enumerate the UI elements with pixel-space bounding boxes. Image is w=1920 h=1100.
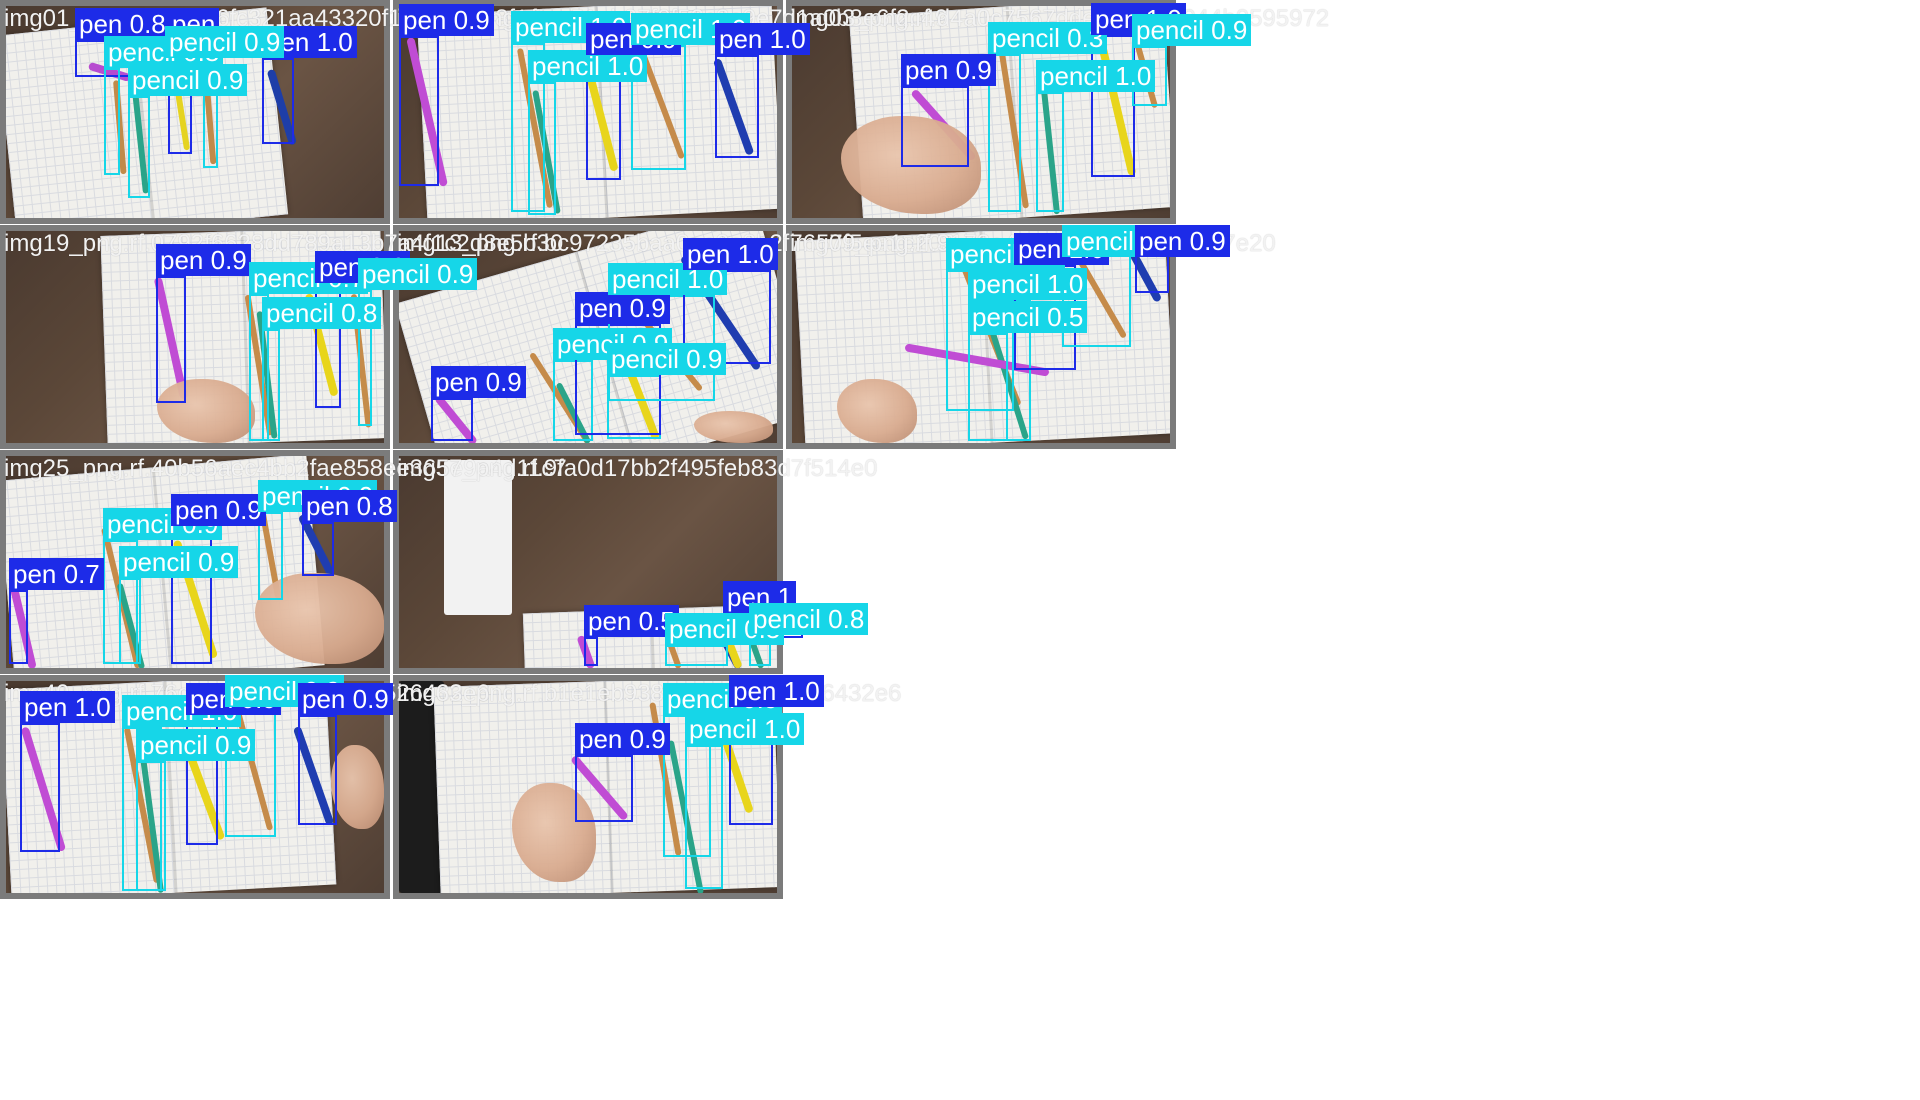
power-strip	[444, 460, 513, 615]
pen-detection-label: pen 0.8	[75, 8, 170, 40]
tile-filename: img19_png.rf.0792f6628dd789a13b7a4f1c2d8…	[4, 230, 564, 257]
pencil-detection-label: pencil 1.0	[528, 50, 648, 82]
hand	[841, 116, 981, 214]
pencil-detection-label: pencil 0.9	[358, 258, 478, 290]
tile-filename: img13_png.rf.bc97235baa0ee9e8b2f7657f5ea…	[397, 230, 955, 257]
pencil-detection-label: pencil 1.0	[608, 263, 728, 295]
pen-detection-label: pen 1.0	[715, 23, 810, 55]
pencil-detection-label: pencil 0.5	[968, 301, 1088, 333]
pen-detection-label: pen 0.9	[156, 244, 251, 276]
mosaic-tile: img63_png.rf.b1e1eb938b0c2ad7c0e526432e6…	[393, 675, 901, 899]
pencil-detection-label: pencil 1.0	[1036, 60, 1156, 92]
pen-bounding-box	[302, 522, 334, 576]
pen-detection-label: pen 0.9	[431, 366, 526, 398]
pencil-bounding-box	[1036, 92, 1064, 212]
pencil-detection-label: pencil 1.0	[685, 713, 805, 745]
pen-bounding-box	[575, 755, 633, 822]
mosaic-tile: img03_png.rf.d4a0c7567dde2b3e9f1044b0595…	[786, 0, 1329, 224]
pen-bounding-box	[584, 637, 598, 666]
hand	[157, 379, 256, 443]
pen-detection-label: pen 0.9	[1135, 225, 1230, 257]
pencil-detection-label: pencil 0.9	[165, 26, 285, 58]
tile-filename: img63_png.rf.b1e1eb938b0c2ad7c0e526432e6	[397, 680, 902, 707]
pencil-detection-label: pencil 0.3	[988, 22, 1108, 54]
pen-bounding-box	[715, 55, 759, 158]
pen-detection-label: pen 0.7	[9, 558, 104, 590]
pen-detection-label: pen 1.0	[683, 238, 778, 270]
pencil-bounding-box	[104, 68, 120, 175]
pen-bounding-box	[298, 715, 337, 825]
pen-bounding-box	[1091, 35, 1135, 177]
pen-detection-label: pen 0.9	[171, 494, 266, 526]
pencil-bounding-box	[968, 333, 1008, 441]
pencil-bounding-box	[136, 761, 166, 891]
hand	[331, 744, 384, 830]
pencil-bounding-box	[988, 54, 1021, 212]
pencil-detection-label: pencil 0.9	[128, 64, 248, 96]
hand	[693, 411, 774, 443]
pencil-detection-label: pencil 0.8	[749, 603, 869, 635]
pencil-detection-label: pencil 0.9	[607, 343, 727, 375]
pen-bounding-box	[575, 324, 661, 435]
pen-bounding-box	[20, 723, 60, 852]
mosaic-tile: img19_png.rf.0792f6628dd789a13b7a4f1c2d8…	[0, 225, 563, 449]
pencil-detection-label: pencil 0.9	[136, 729, 256, 761]
pen-detection-label: pen 0.9	[575, 292, 670, 324]
pen-detection-label: pen 1.0	[20, 691, 115, 723]
pen-detection-label: pen 0.9	[298, 683, 393, 715]
pen-bounding-box	[901, 86, 969, 167]
pencil-bounding-box	[128, 96, 150, 198]
pen-bounding-box	[431, 398, 473, 441]
mosaic-tile: img13_png.rf.bc97235baa0ee9e8b2f7657f5ea…	[393, 225, 955, 449]
mosaic-tile: img09_png.rf.9173e4d2b7c086a6205f437e20p…	[786, 225, 1276, 449]
pencil-bounding-box	[249, 294, 269, 441]
pencil-bounding-box	[119, 578, 141, 664]
pencil-bounding-box	[553, 360, 593, 441]
pencil-detection-label: pencil 0.9	[1132, 14, 1252, 46]
pen-bounding-box	[156, 276, 186, 403]
pen-bounding-box	[399, 36, 439, 186]
pencil-bounding-box	[665, 645, 728, 666]
mosaic-tile: img02_png.rf.ae51eb97f0f52c3a9e7d1a0b8e6…	[393, 0, 948, 224]
pencil-bounding-box	[528, 82, 556, 215]
mosaic-tile: img40_png.rf.76c2a18bf53fb7e4fb1526432e6…	[0, 675, 490, 899]
pen-detection-label: pen 0.9	[901, 54, 996, 86]
tile-filename: img57_png.rf.9fa0d17bb2f495feb83d7f514e0	[397, 455, 878, 482]
pen-bounding-box	[9, 590, 28, 664]
pencil-detection-label: pencil 0.8	[262, 297, 382, 329]
pencil-detection-label: pencil 0.9	[119, 546, 239, 578]
hand	[255, 572, 384, 664]
pencil-bounding-box	[258, 512, 283, 600]
pen-bounding-box	[262, 58, 294, 144]
pencil-detection-label: pencil 1.0	[968, 268, 1088, 300]
hand	[512, 782, 596, 883]
pencil-bounding-box	[685, 745, 723, 889]
hand	[837, 379, 917, 443]
tile-filename: img25_png.rf.40b56aec4bb2fae858ee365e9a4…	[4, 455, 567, 482]
mosaic-tile: img01_png.rf.6c27b6fc321aa43320f1b1ba53e…	[0, 0, 555, 224]
pen-detection-label: pen 0.5	[584, 605, 679, 637]
mosaic-tile: img57_png.rf.9fa0d17bb2f495feb83d7f514e0…	[393, 450, 877, 674]
pencil-bounding-box	[262, 329, 280, 441]
mosaic-tile: img25_png.rf.40b56aec4bb2fae858ee365e9a4…	[0, 450, 567, 674]
pen-detection-label: pen 1.0	[729, 675, 824, 707]
pen-detection-label: pen 0.8	[302, 490, 397, 522]
pen-detection-label: pen 0.9	[575, 723, 670, 755]
pen-detection-label: pen 0.9	[399, 4, 494, 36]
